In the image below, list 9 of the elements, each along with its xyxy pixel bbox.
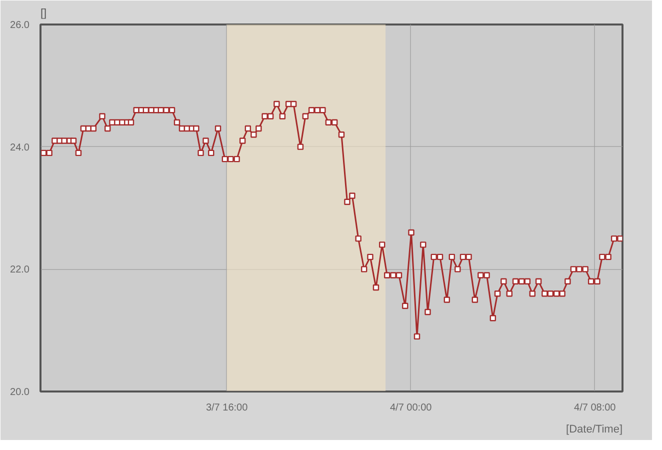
y-tick-label: 26.0 (10, 20, 30, 31)
y-tick-label: 20.0 (10, 387, 30, 398)
x-axis-title: [Date/Time] (566, 424, 623, 436)
x-tick-label: 3/7 16:00 (206, 402, 248, 414)
x-tick-label: 4/7 00:00 (390, 402, 432, 414)
y-axis-title: [] (40, 8, 47, 20)
y-tick-label: 22.0 (10, 264, 30, 276)
x-tick-label: 4/7 08:00 (574, 402, 616, 414)
y-tick-label: 24.0 (10, 142, 30, 154)
